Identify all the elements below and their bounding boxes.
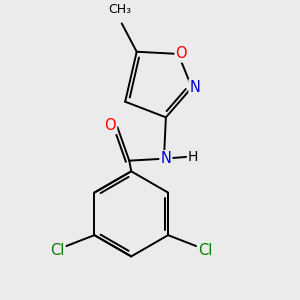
Text: O: O — [104, 118, 116, 133]
Text: CH₃: CH₃ — [108, 3, 131, 16]
Text: N: N — [160, 151, 171, 166]
Text: O: O — [176, 46, 187, 62]
Text: H: H — [188, 150, 198, 164]
Text: Cl: Cl — [50, 243, 64, 258]
Text: N: N — [190, 80, 200, 95]
Text: Cl: Cl — [198, 243, 212, 258]
